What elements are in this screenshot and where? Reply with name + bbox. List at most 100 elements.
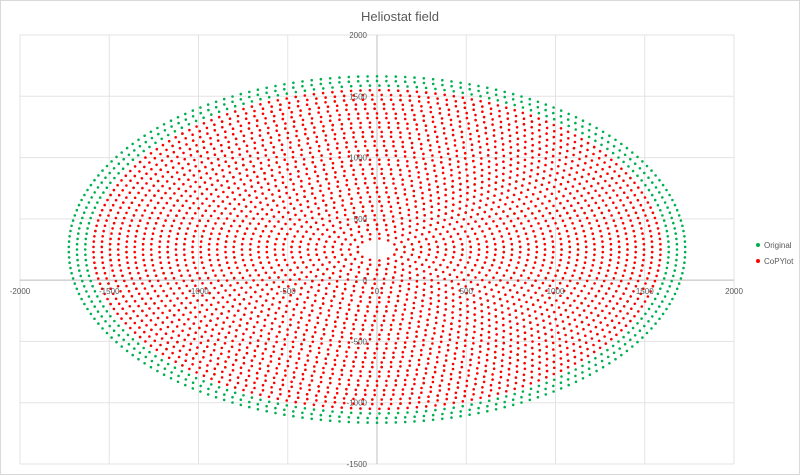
point-copylot (408, 219, 412, 223)
point-original (674, 232, 677, 235)
point-copylot (640, 269, 643, 272)
point-copylot (303, 214, 307, 217)
point-copylot (557, 331, 560, 335)
point-copylot (355, 221, 358, 224)
point-copylot (292, 371, 296, 374)
point-copylot (117, 253, 120, 257)
point-copylot (172, 345, 176, 349)
point-original (131, 158, 135, 161)
point-copylot (442, 127, 446, 130)
point-original (85, 264, 88, 267)
point-copylot (325, 240, 328, 243)
point-copylot (389, 168, 393, 171)
point-copylot (514, 120, 518, 123)
point-copylot (568, 322, 571, 326)
point-copylot (305, 275, 308, 279)
point-copylot (241, 338, 245, 342)
point-copylot (453, 144, 457, 147)
point-copylot (252, 164, 255, 168)
point-copylot (321, 217, 324, 221)
point-copylot (103, 271, 107, 275)
point-copylot (608, 299, 612, 303)
point-copylot (250, 364, 254, 368)
legend[interactable]: Original CoPYlot (756, 237, 793, 269)
point-copylot (394, 149, 398, 153)
point-original (292, 410, 295, 413)
point-copylot (335, 104, 339, 108)
point-copylot (313, 365, 316, 368)
point-copylot (514, 381, 518, 385)
point-copylot (642, 248, 646, 251)
point-copylot (587, 172, 590, 176)
point-copylot (325, 172, 328, 176)
point-copylot (352, 360, 355, 364)
point-copylot (490, 208, 493, 211)
point-copylot (422, 219, 426, 223)
point-copylot (488, 281, 491, 284)
point-copylot (328, 276, 332, 280)
point-copylot (541, 281, 545, 285)
legend-item-copylot[interactable]: CoPYlot (756, 253, 793, 269)
point-copylot (215, 172, 218, 176)
point-copylot (250, 258, 253, 262)
point-original (75, 248, 79, 251)
point-original (668, 302, 671, 306)
point-copylot (261, 112, 265, 116)
point-copylot (228, 379, 232, 382)
point-copylot (281, 112, 285, 116)
point-copylot (387, 195, 391, 199)
point-copylot (435, 135, 439, 139)
point-copylot (618, 250, 621, 254)
point-copylot (149, 152, 153, 155)
point-copylot (401, 392, 405, 396)
legend-item-original[interactable]: Original (756, 237, 793, 253)
point-original (73, 282, 77, 285)
point-copylot (493, 145, 497, 149)
point-original (650, 169, 653, 172)
point-copylot (502, 329, 506, 333)
point-original (86, 269, 89, 272)
point-original (319, 82, 323, 86)
point-copylot (640, 305, 644, 308)
point-copylot (636, 297, 640, 301)
point-copylot (544, 339, 548, 342)
point-copylot (195, 371, 198, 374)
point-copylot (392, 393, 395, 396)
point-copylot (311, 155, 315, 159)
point-copylot (288, 300, 292, 303)
point-copylot (378, 232, 381, 236)
point-copylot (571, 274, 574, 278)
point-copylot (347, 113, 351, 116)
point-copylot (469, 132, 472, 136)
point-copylot (520, 305, 523, 308)
point-copylot (264, 148, 267, 152)
point-copylot (366, 272, 370, 276)
point-copylot (474, 118, 477, 122)
point-copylot (217, 258, 220, 262)
point-copylot (481, 391, 484, 394)
point-copylot (509, 157, 513, 161)
point-copylot (495, 175, 498, 178)
point-copylot (659, 253, 662, 257)
point-copylot (361, 398, 365, 401)
point-copylot (382, 102, 386, 106)
point-copylot (93, 261, 96, 265)
point-copylot (531, 156, 534, 159)
point-copylot (182, 279, 186, 283)
point-copylot (548, 174, 552, 177)
point-copylot (208, 258, 212, 262)
point-copylot (300, 316, 303, 320)
point-copylot (313, 370, 316, 373)
point-copylot (537, 153, 541, 156)
point-copylot (634, 240, 637, 243)
point-copylot (264, 347, 267, 351)
point-copylot (319, 312, 322, 315)
point-original (150, 136, 154, 140)
point-copylot (629, 277, 632, 280)
point-copylot (111, 227, 114, 230)
point-copylot (259, 393, 262, 397)
point-copylot (401, 103, 405, 107)
point-copylot (228, 117, 232, 120)
point-copylot (459, 237, 462, 241)
point-copylot (513, 284, 516, 287)
